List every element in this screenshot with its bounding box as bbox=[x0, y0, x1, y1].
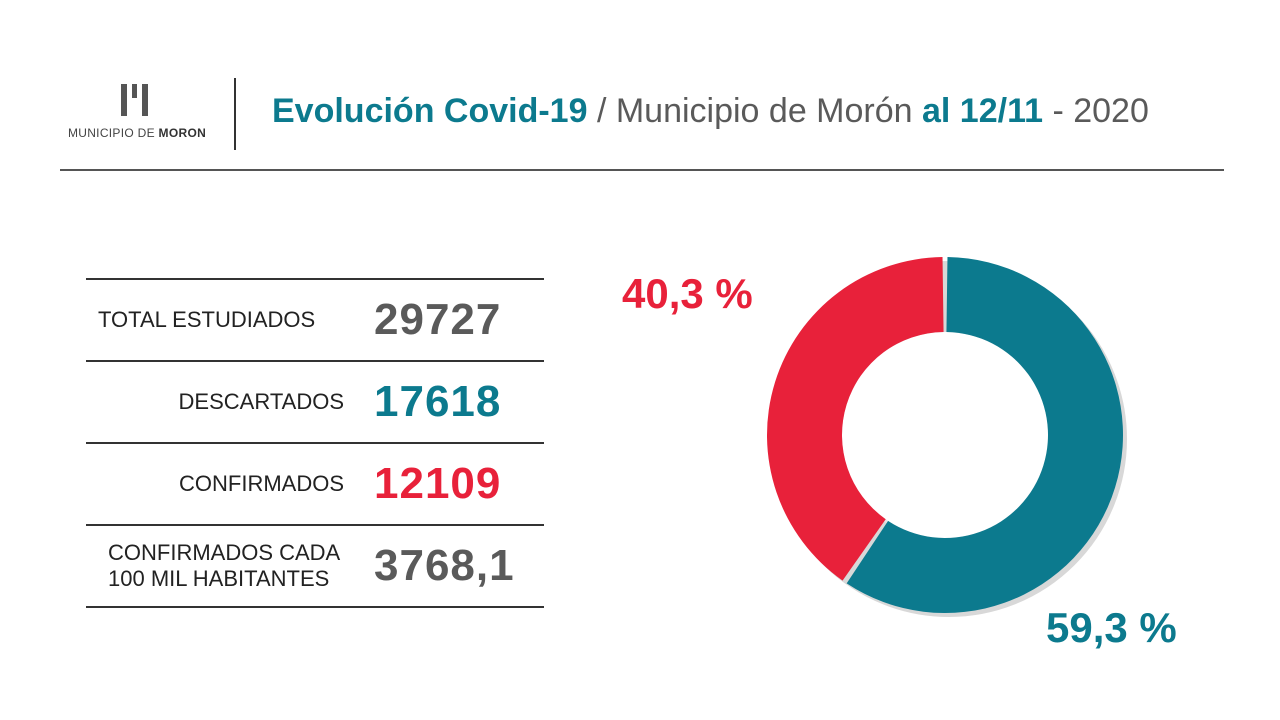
stat-value-confirmados: 12109 bbox=[374, 459, 502, 508]
stat-label-total: TOTAL ESTUDIADOS bbox=[98, 307, 316, 332]
stat-label-descartados: DESCARTADOS bbox=[178, 389, 344, 414]
stat-row-confirmados: CONFIRMADOS 12109 bbox=[86, 442, 544, 524]
logo-text: MUNICIPIO DE MORON bbox=[62, 126, 212, 140]
stat-row-descartados: DESCARTADOS 17618 bbox=[86, 360, 544, 442]
stat-value-descartados: 17618 bbox=[374, 377, 502, 426]
stats-table: TOTAL ESTUDIADOS 29727 DESCARTADOS 17618… bbox=[86, 278, 544, 608]
donut-slice-0 bbox=[846, 257, 1123, 613]
stat-label-confirmados: CONFIRMADOS bbox=[179, 471, 344, 496]
donut-hole bbox=[842, 332, 1048, 538]
title-part4: - 2020 bbox=[1043, 92, 1149, 130]
stat-label-per-100k-line2: 100 MIL HABITANTES bbox=[108, 566, 330, 591]
donut-chart bbox=[766, 257, 1127, 617]
pct-label-teal: 59,3 % bbox=[1046, 604, 1177, 651]
header-divider bbox=[234, 78, 236, 150]
title-part1: Evolución Covid-19 bbox=[272, 92, 588, 130]
stat-label-per-100k-line1: CONFIRMADOS CADA bbox=[108, 540, 341, 565]
donut-slice-1 bbox=[766, 257, 944, 581]
moron-logo-icon bbox=[121, 84, 148, 116]
stat-value-total: 29727 bbox=[374, 295, 502, 344]
stat-value-per-100k: 3768,1 bbox=[374, 541, 515, 590]
municipio-logo: MUNICIPIO DE MORON bbox=[62, 84, 212, 140]
page-title: Evolución Covid-19 / Municipio de Morón … bbox=[272, 92, 1149, 131]
stat-row-per-100k: CONFIRMADOS CADA 100 MIL HABITANTES 3768… bbox=[86, 524, 544, 608]
stat-row-total: TOTAL ESTUDIADOS 29727 bbox=[86, 278, 544, 360]
pct-label-red: 40,3 % bbox=[622, 270, 753, 317]
title-part3: al 12/11 bbox=[922, 92, 1044, 130]
header-rule bbox=[60, 169, 1224, 171]
title-part2: / Municipio de Morón bbox=[587, 92, 922, 130]
logo-text-regular: MUNICIPIO DE bbox=[67, 126, 155, 140]
logo-text-bold: MORON bbox=[158, 126, 207, 140]
stat-label-per-100k: CONFIRMADOS CADA 100 MIL HABITANTES bbox=[108, 540, 340, 592]
